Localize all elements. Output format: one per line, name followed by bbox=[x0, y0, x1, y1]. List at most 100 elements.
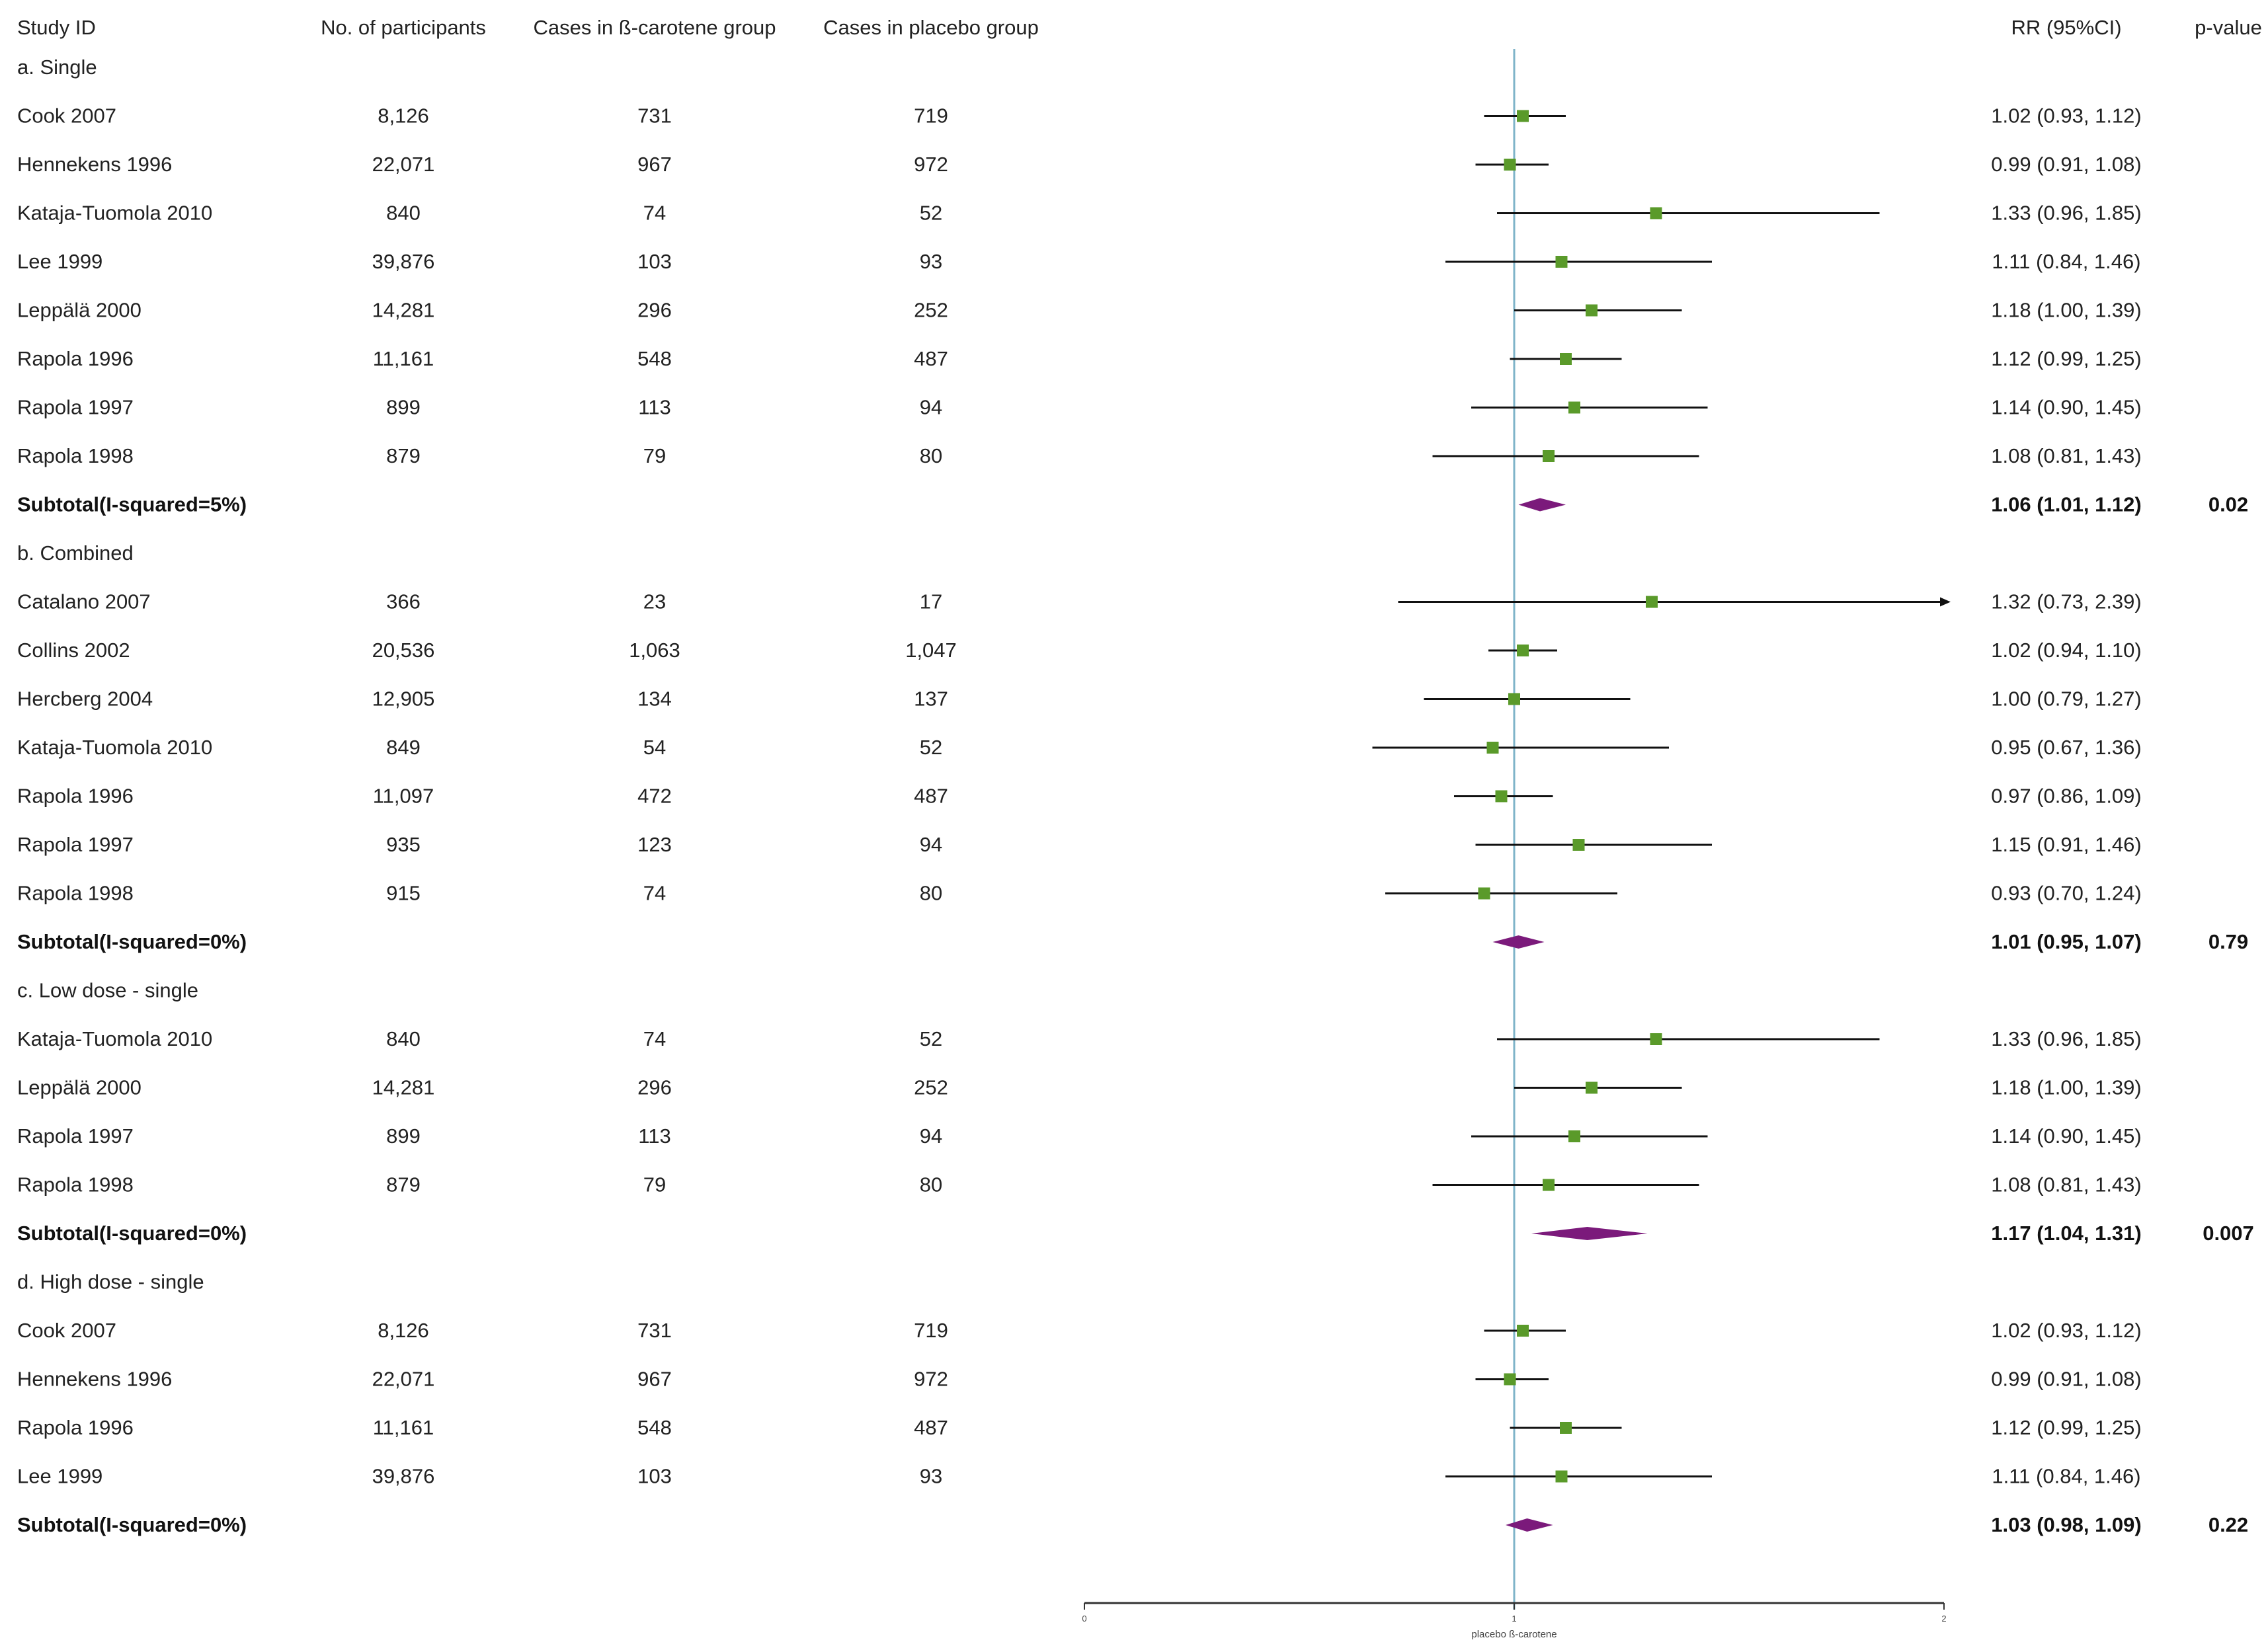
point-estimate bbox=[1504, 1373, 1516, 1386]
point-estimate bbox=[1650, 1033, 1662, 1045]
rr-ci-value: 0.97 (0.86, 1.09) bbox=[1991, 785, 2142, 808]
participants-value: 20,536 bbox=[372, 639, 435, 662]
subtotal-label: Subtotal(I-squared=0%) bbox=[17, 1513, 247, 1536]
group-row: d. High dose - single bbox=[17, 1271, 204, 1294]
cases-treatment-value: 103 bbox=[637, 250, 672, 273]
study-row: Rapola 1997 899 113 94 1.14 (0.90, 1.45) bbox=[17, 396, 2142, 419]
point-estimate bbox=[1486, 742, 1499, 754]
study-label: Lee 1999 bbox=[17, 1465, 102, 1488]
cases-placebo-value: 487 bbox=[914, 1416, 948, 1439]
point-estimate bbox=[1517, 110, 1529, 122]
rr-ci-value: 0.93 (0.70, 1.24) bbox=[1991, 882, 2142, 905]
cases-placebo-value: 719 bbox=[914, 104, 948, 128]
study-row: Cook 2007 8,126 731 719 1.02 (0.93, 1.12) bbox=[17, 104, 2142, 128]
participants-value: 915 bbox=[386, 882, 421, 905]
rr-ci-value: 1.08 (0.81, 1.43) bbox=[1991, 1173, 2142, 1196]
participants-value: 39,876 bbox=[372, 250, 435, 273]
subtotal-row: Subtotal(I-squared=0%) 1.17 (1.04, 1.31) 0… bbox=[17, 1222, 2254, 1245]
point-estimate bbox=[1517, 645, 1529, 656]
plot-area bbox=[1372, 49, 1951, 1610]
point-estimate bbox=[1555, 256, 1568, 268]
study-label: Hercberg 2004 bbox=[17, 687, 153, 711]
rr-ci-value: 1.12 (0.99, 1.25) bbox=[1991, 347, 2142, 370]
point-estimate bbox=[1560, 1422, 1572, 1434]
rr-ci-value: 1.11 (0.84, 1.46) bbox=[1992, 250, 2140, 273]
cases-placebo-value: 80 bbox=[920, 444, 942, 467]
participants-value: 11,161 bbox=[373, 1416, 434, 1439]
subtotal-diamond bbox=[1492, 935, 1545, 949]
header-study-id: Study ID bbox=[17, 16, 96, 39]
study-row: Lee 1999 39,876 103 93 1.11 (0.84, 1.46) bbox=[17, 1465, 2141, 1488]
subtotal-label: Subtotal(I-squared=0%) bbox=[17, 1222, 247, 1245]
participants-value: 14,281 bbox=[372, 1076, 435, 1099]
rr-ci-value: 1.01 (0.95, 1.07) bbox=[1991, 930, 2142, 953]
participants-value: 899 bbox=[386, 396, 421, 419]
study-label: Lee 1999 bbox=[17, 250, 102, 273]
cases-placebo-value: 252 bbox=[914, 1076, 948, 1099]
study-row: Catalano 2007 366 23 17 1.32 (0.73, 2.39) bbox=[17, 590, 2142, 613]
rr-ci-value: 1.32 (0.73, 2.39) bbox=[1991, 590, 2142, 613]
point-estimate bbox=[1560, 353, 1572, 365]
participants-value: 879 bbox=[386, 1173, 421, 1196]
group-row: b. Combined bbox=[17, 541, 134, 565]
x-axis-tick-label: 0 bbox=[1082, 1614, 1086, 1624]
rr-ci-value: 1.03 (0.98, 1.09) bbox=[1991, 1513, 2142, 1536]
participants-value: 840 bbox=[386, 1027, 421, 1050]
rr-ci-value: 1.02 (0.93, 1.12) bbox=[1991, 104, 2142, 128]
rr-ci-value: 0.95 (0.67, 1.36) bbox=[1991, 736, 2142, 759]
study-label: Leppälä 2000 bbox=[17, 1076, 142, 1099]
study-label: Hennekens 1996 bbox=[17, 1368, 172, 1391]
cases-treatment-value: 731 bbox=[637, 104, 672, 128]
study-label: Rapola 1996 bbox=[17, 347, 134, 370]
study-label: Catalano 2007 bbox=[17, 590, 151, 613]
participants-value: 366 bbox=[386, 590, 421, 613]
participants-value: 11,097 bbox=[373, 785, 434, 808]
study-label: Cook 2007 bbox=[17, 1319, 116, 1342]
participants-value: 899 bbox=[386, 1124, 421, 1148]
group-label: d. High dose - single bbox=[17, 1271, 204, 1294]
cases-treatment-value: 296 bbox=[637, 299, 672, 322]
study-row: Hercberg 2004 12,905 134 137 1.00 (0.79, 1.2… bbox=[17, 687, 2142, 711]
rr-ci-value: 0.99 (0.91, 1.08) bbox=[1991, 1368, 2142, 1391]
subtotal-diamond bbox=[1518, 498, 1566, 512]
point-estimate bbox=[1586, 304, 1598, 317]
participants-value: 879 bbox=[386, 444, 421, 467]
group-row: c. Low dose - single bbox=[17, 979, 198, 1002]
point-estimate bbox=[1568, 401, 1580, 414]
study-row: Leppälä 2000 14,281 296 252 1.18 (1.00, 1.39… bbox=[17, 299, 2142, 322]
participants-value: 22,071 bbox=[372, 153, 435, 176]
participants-value: 935 bbox=[386, 833, 421, 856]
x-axis-tick-label: 2 bbox=[1941, 1614, 1946, 1624]
rr-ci-value: 1.17 (1.04, 1.31) bbox=[1991, 1222, 2142, 1245]
cases-treatment-value: 103 bbox=[637, 1465, 672, 1488]
cases-placebo-value: 487 bbox=[914, 785, 948, 808]
p-value: 0.02 bbox=[2208, 493, 2248, 516]
p-value: 0.79 bbox=[2208, 930, 2248, 953]
table-header: Study ID No. of participants Cases in ß-… bbox=[17, 16, 2262, 39]
rr-ci-value: 1.33 (0.96, 1.85) bbox=[1991, 202, 2142, 225]
study-row: Rapola 1997 935 123 94 1.15 (0.91, 1.46) bbox=[17, 833, 2142, 856]
header-p-value: p-value bbox=[2195, 16, 2262, 39]
subtotal-row: Subtotal(I-squared=0%) 1.03 (0.98, 1.09) 0… bbox=[17, 1513, 2248, 1536]
cases-treatment-value: 472 bbox=[637, 785, 672, 808]
point-estimate bbox=[1650, 207, 1662, 219]
rr-ci-value: 1.14 (0.90, 1.45) bbox=[1991, 396, 2142, 419]
cases-treatment-value: 1,063 bbox=[629, 639, 680, 662]
cases-treatment-value: 79 bbox=[643, 444, 666, 467]
point-estimate bbox=[1543, 1179, 1555, 1191]
group-label: a. Single bbox=[17, 56, 97, 79]
subtotal-row: Subtotal(I-squared=5%) 1.06 (1.01, 1.12) 0… bbox=[17, 493, 2248, 516]
x-axis: 0 1 2 placebo ß-carotene bbox=[1082, 1602, 1947, 1640]
study-label: Kataja-Tuomola 2010 bbox=[17, 1027, 212, 1050]
rr-ci-value: 1.18 (1.00, 1.39) bbox=[1991, 299, 2142, 322]
cases-placebo-value: 252 bbox=[914, 299, 948, 322]
cases-placebo-value: 52 bbox=[920, 1027, 942, 1050]
table-body: a. Single Cook 2007 8,126 731 719 1.02 (0.93,… bbox=[17, 56, 2254, 1536]
study-row: Hennekens 1996 22,071 967 972 0.99 (0.91, 1.… bbox=[17, 153, 2142, 176]
participants-value: 849 bbox=[386, 736, 421, 759]
cases-placebo-value: 137 bbox=[914, 687, 948, 711]
cases-treatment-value: 79 bbox=[643, 1173, 666, 1196]
subtotal-label: Subtotal(I-squared=5%) bbox=[17, 493, 247, 516]
x-axis-tick-label: 1 bbox=[1512, 1614, 1516, 1624]
